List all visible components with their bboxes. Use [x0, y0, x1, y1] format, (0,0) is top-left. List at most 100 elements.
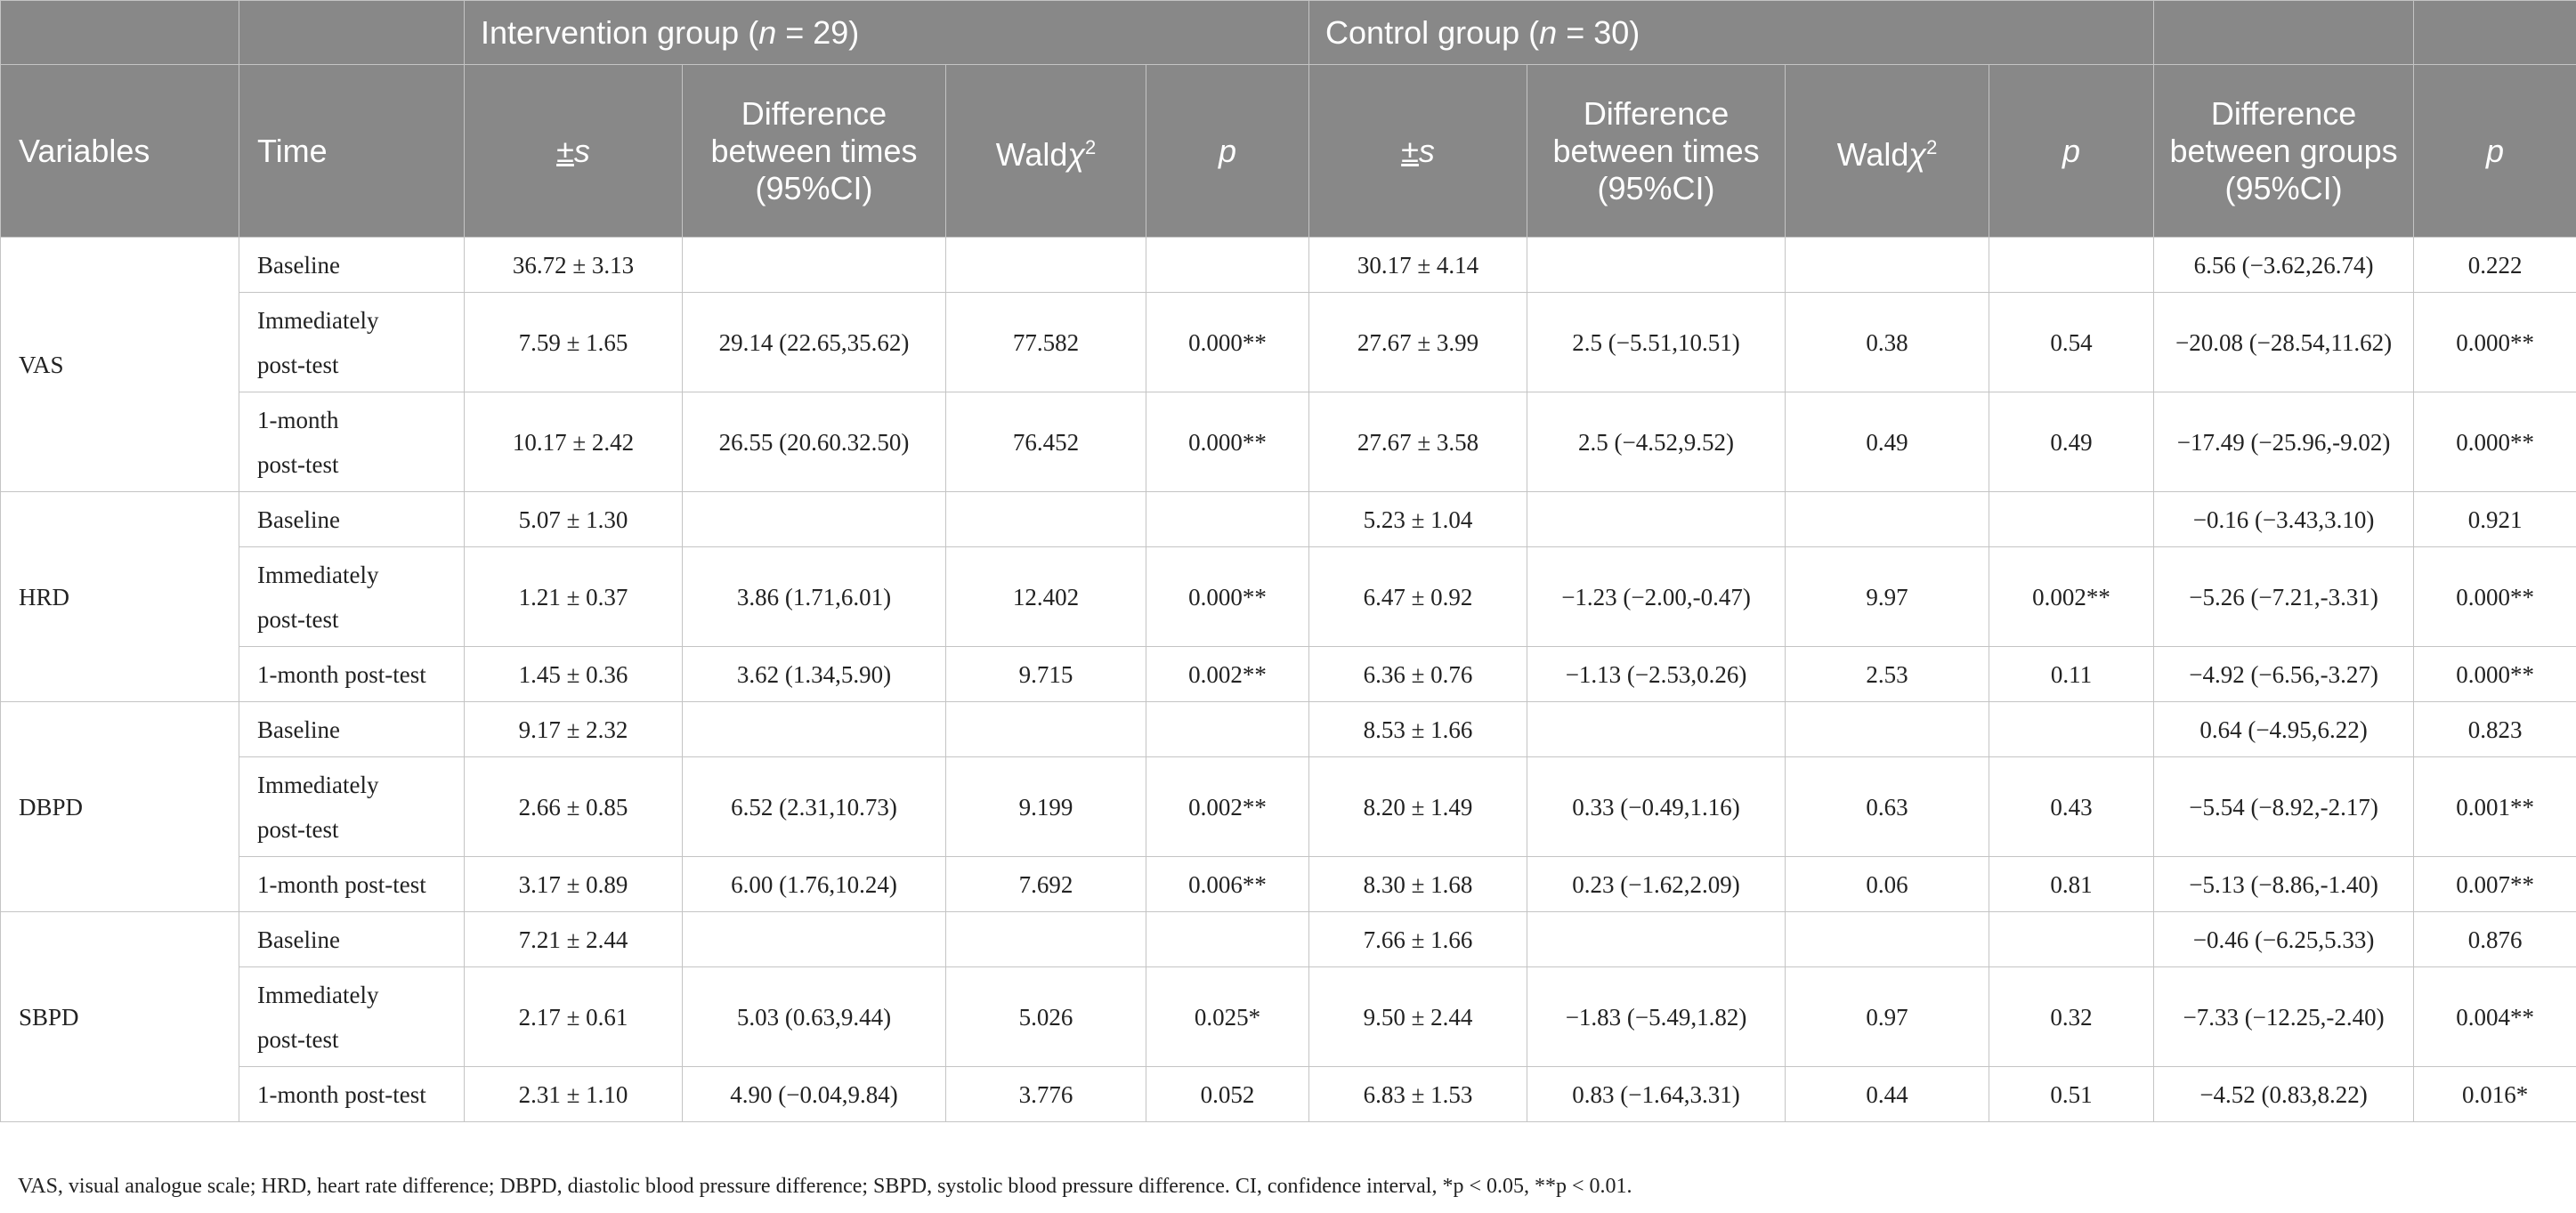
table-footnote: VAS, visual analogue scale; HRD, heart r…	[18, 1175, 1632, 1198]
table-row: Immediately post-test 7.59 ± 1.65 29.14 (22…	[1, 292, 2576, 392]
intervention-mean-sd-cell: 2.66 ± 0.85	[464, 756, 683, 857]
intervention-diff-cell	[682, 911, 946, 967]
control-diff-cell: −1.13 (−2.53,0.26)	[1527, 646, 1786, 702]
intervention-wald-cell	[945, 701, 1146, 757]
intervention-diff-cell: 26.55 (20.60.32.50)	[682, 392, 946, 492]
between-groups-diff-cell: −0.16 (−3.43,3.10)	[2153, 491, 2415, 547]
between-groups-p-cell: 0.004**	[2413, 966, 2576, 1067]
between-groups-diff-cell: −5.54 (−8.92,-2.17)	[2153, 756, 2415, 857]
control-wald-cell: 0.63	[1785, 756, 1990, 857]
intervention-group-header: Intervention group (n = 29)	[463, 0, 1310, 65]
between-groups-p-cell: 0.876	[2413, 911, 2576, 967]
time-cell: 1-month post-test	[239, 392, 465, 492]
control-p-cell: 0.49	[1989, 392, 2155, 492]
col-intervention-mean-sd: ±s	[464, 64, 683, 238]
blank-header-cell	[2413, 0, 2576, 65]
intervention-p-cell: 0.002**	[1145, 756, 1310, 857]
intervention-p-cell	[1145, 491, 1310, 547]
intervention-diff-cell: 6.00 (1.76,10.24)	[682, 856, 946, 912]
intervention-p-cell: 0.000**	[1145, 546, 1310, 647]
time-cell: Immediately post-test	[239, 756, 465, 857]
intervention-wald-cell	[945, 911, 1146, 967]
control-diff-cell: 0.23 (−1.62,2.09)	[1527, 856, 1786, 912]
col-control-p: p	[1989, 64, 2155, 238]
between-groups-diff-cell: −20.08 (−28.54,11.62)	[2153, 292, 2415, 392]
table-body: VAS Baseline 36.72 ± 3.13 30.17 ± 4.14 6.56 …	[0, 237, 2576, 1122]
intervention-p-cell: 0.000**	[1145, 392, 1310, 492]
control-diff-cell: −1.83 (−5.49,1.82)	[1527, 966, 1786, 1067]
intervention-diff-cell: 5.03 (0.63,9.44)	[682, 966, 946, 1067]
intervention-mean-sd-cell: 1.45 ± 0.36	[464, 646, 683, 702]
intervention-wald-cell: 9.199	[945, 756, 1146, 857]
control-mean-sd-cell: 27.67 ± 3.58	[1308, 392, 1528, 492]
intervention-mean-sd-cell: 10.17 ± 2.42	[464, 392, 683, 492]
control-diff-cell: −1.23 (−2.00,-0.47)	[1527, 546, 1786, 647]
table-row: 1-month post-test 1.45 ± 0.36 3.62 (1.34,5…	[1, 646, 2576, 702]
between-groups-p-cell: 0.016*	[2413, 1066, 2576, 1122]
control-wald-cell: 0.49	[1785, 392, 1990, 492]
control-p-cell	[1989, 491, 2155, 547]
control-p-cell: 0.002**	[1989, 546, 2155, 647]
intervention-diff-cell	[682, 491, 946, 547]
table-row: 1-month post-test 10.17 ± 2.42 26.55 (20.60…	[1, 392, 2576, 492]
intervention-wald-cell	[945, 491, 1146, 547]
intervention-p-cell	[1145, 237, 1310, 293]
control-mean-sd-cell: 7.66 ± 1.66	[1308, 911, 1528, 967]
between-groups-diff-cell: 0.64 (−4.95,6.22)	[2153, 701, 2415, 757]
intervention-p-cell	[1145, 911, 1310, 967]
control-wald-cell: 9.97	[1785, 546, 1990, 647]
variable-cell: DBPD	[0, 701, 239, 912]
time-cell: Baseline	[239, 701, 465, 757]
results-table: Intervention group (n = 29) Control grou…	[0, 0, 2576, 1122]
control-mean-sd-cell: 6.36 ± 0.76	[1308, 646, 1528, 702]
time-cell: 1-month post-test	[239, 856, 465, 912]
col-time: Time	[239, 64, 465, 238]
control-mean-sd-cell: 27.67 ± 3.99	[1308, 292, 1528, 392]
between-groups-p-cell: 0.000**	[2413, 646, 2576, 702]
control-diff-cell	[1527, 491, 1786, 547]
col-control-diff-times: Difference between times (95%CI)	[1527, 64, 1786, 238]
intervention-mean-sd-cell: 2.17 ± 0.61	[464, 966, 683, 1067]
intervention-wald-cell: 12.402	[945, 546, 1146, 647]
control-p-cell	[1989, 701, 2155, 757]
between-groups-p-cell: 0.921	[2413, 491, 2576, 547]
col-intervention-wald: Waldχ2	[945, 64, 1146, 238]
control-wald-cell	[1785, 491, 1990, 547]
between-groups-diff-cell: −4.52 (0.83,8.22)	[2153, 1066, 2415, 1122]
table-row: DBPD Baseline 9.17 ± 2.32 8.53 ± 1.66 0.64 (…	[0, 701, 2576, 912]
control-wald-cell: 0.06	[1785, 856, 1990, 912]
control-wald-cell: 0.44	[1785, 1066, 1990, 1122]
intervention-mean-sd-cell: 5.07 ± 1.30	[464, 491, 683, 547]
control-diff-cell: 2.5 (−4.52,9.52)	[1527, 392, 1786, 492]
table-row: VAS Baseline 36.72 ± 3.13 30.17 ± 4.14 6.56 …	[0, 237, 2576, 492]
variable-cell: HRD	[0, 491, 239, 702]
col-groups-p: p	[2413, 64, 2576, 238]
control-diff-cell	[1527, 701, 1786, 757]
col-control-wald: Waldχ2	[1785, 64, 1990, 238]
table-row: 1-month post-test 2.31 ± 1.10 4.90 (−0.04,…	[1, 1066, 2576, 1122]
between-groups-diff-cell: −4.92 (−6.56,-3.27)	[2153, 646, 2415, 702]
intervention-p-cell: 0.002**	[1145, 646, 1310, 702]
intervention-diff-cell: 4.90 (−0.04,9.84)	[682, 1066, 946, 1122]
control-p-cell: 0.81	[1989, 856, 2155, 912]
intervention-mean-sd-cell: 9.17 ± 2.32	[464, 701, 683, 757]
col-variables: Variables	[0, 64, 239, 238]
control-mean-sd-cell: 8.53 ± 1.66	[1308, 701, 1528, 757]
between-groups-diff-cell: −0.46 (−6.25,5.33)	[2153, 911, 2415, 967]
between-groups-p-cell: 0.000**	[2413, 392, 2576, 492]
variable-cell: SBPD	[0, 911, 239, 1122]
column-header-row: Variables Time ±s Difference between tim…	[0, 64, 2576, 238]
intervention-diff-cell: 29.14 (22.65,35.62)	[682, 292, 946, 392]
control-p-cell	[1989, 911, 2155, 967]
intervention-mean-sd-cell: 3.17 ± 0.89	[464, 856, 683, 912]
variable-cell: VAS	[0, 237, 239, 492]
control-mean-sd-cell: 8.30 ± 1.68	[1308, 856, 1528, 912]
intervention-mean-sd-cell: 1.21 ± 0.37	[464, 546, 683, 647]
between-groups-p-cell: 0.000**	[2413, 546, 2576, 647]
between-groups-diff-cell: −7.33 (−12.25,-2.40)	[2153, 966, 2415, 1067]
between-groups-diff-cell: −5.26 (−7.21,-3.31)	[2153, 546, 2415, 647]
intervention-wald-cell	[945, 237, 1146, 293]
control-group-header: Control group (n = 30)	[1308, 0, 2155, 65]
col-intervention-p: p	[1145, 64, 1310, 238]
control-p-cell: 0.54	[1989, 292, 2155, 392]
